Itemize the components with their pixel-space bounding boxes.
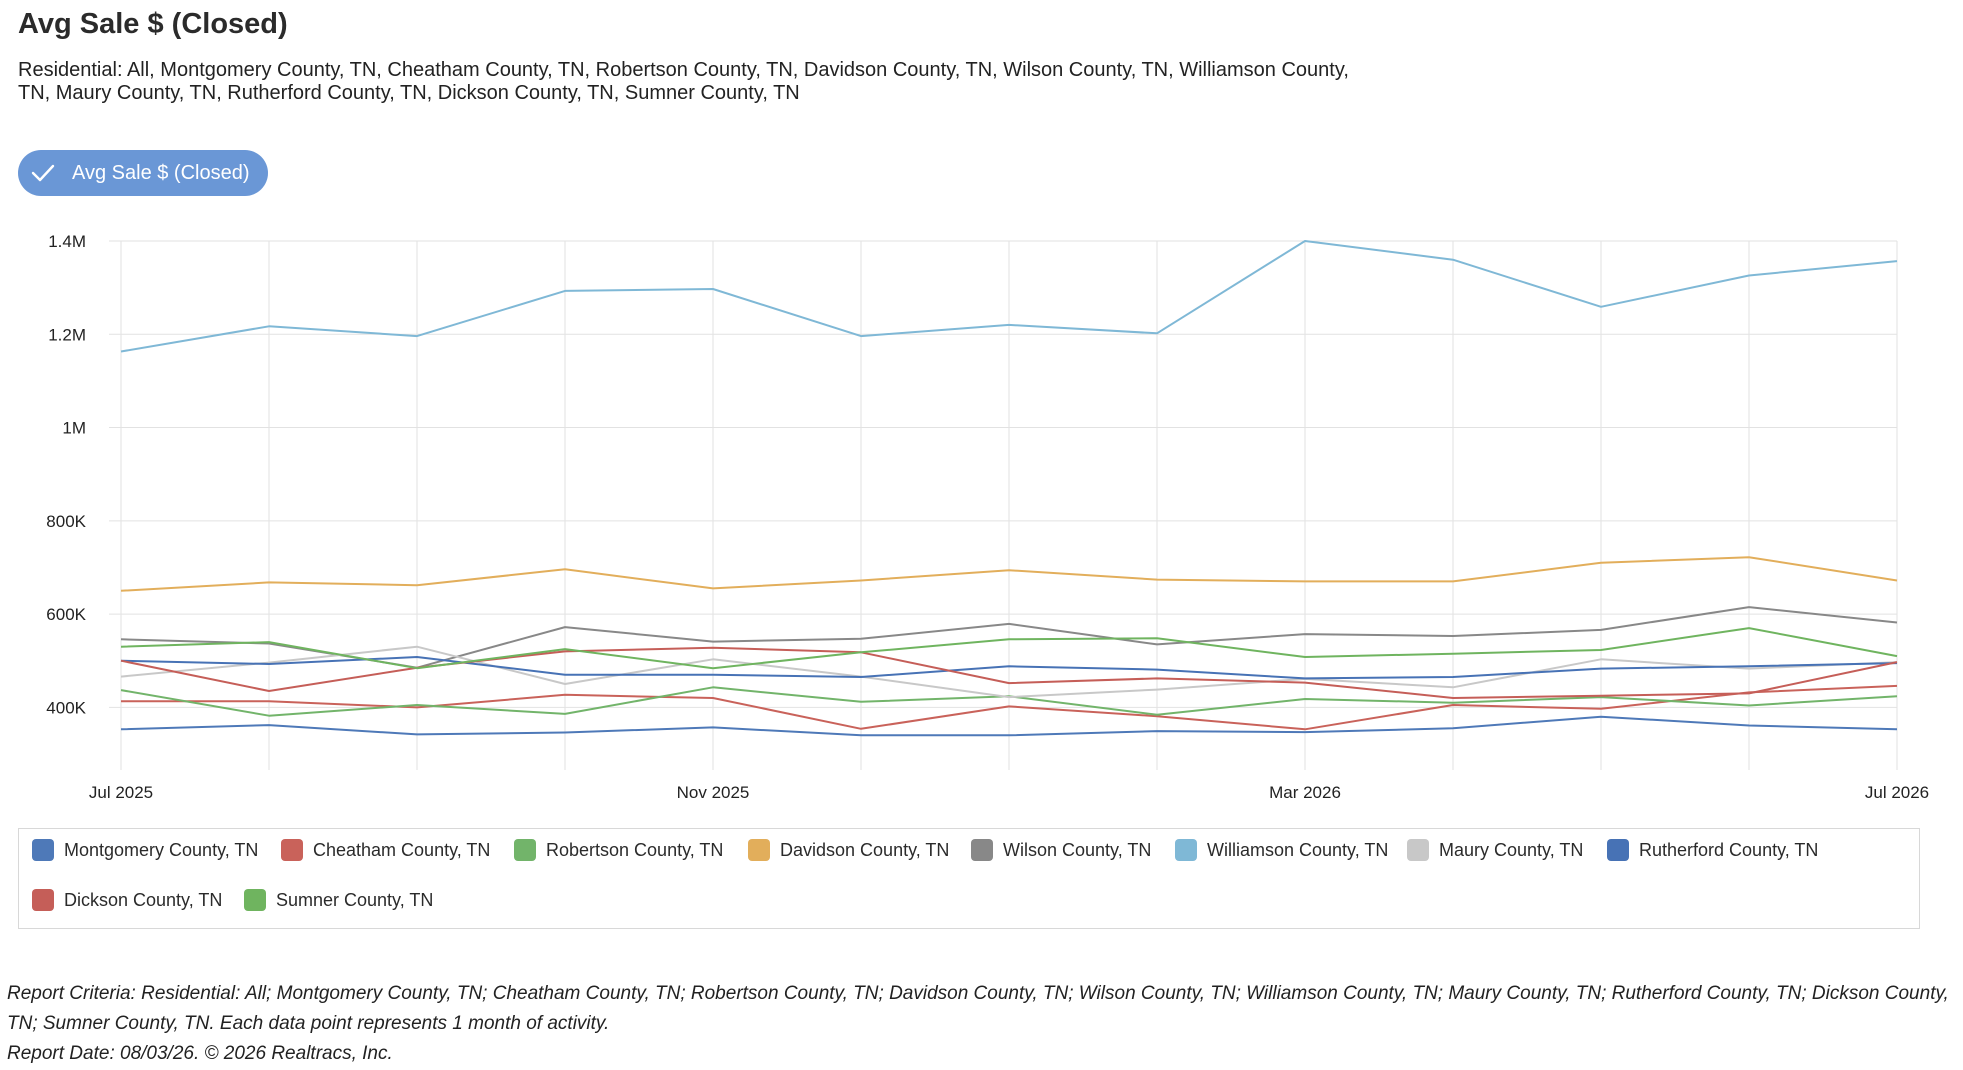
chart-legend: Montgomery County, TN Cheatham County, TN… [18, 828, 1920, 929]
chart-axis-labels: 400K 600K 800K 1M 1.2M 1.4M Jul 2025 Nov 2025 Ma… [46, 232, 1929, 800]
report-date: Report Date: 08/03/26. © 2026 Realtracs,… [7, 1043, 393, 1064]
y-tick-label: 600K [46, 605, 86, 624]
legend-swatch [1607, 839, 1629, 861]
y-tick-label: 1M [62, 419, 86, 438]
legend-swatch [244, 889, 266, 911]
legend-label: Williamson County, TN [1207, 839, 1389, 860]
legend-label: Sumner County, TN [276, 889, 434, 910]
legend-label: Davidson County, TN [780, 839, 950, 860]
legend-swatch [1175, 839, 1197, 861]
legend-item[interactable]: Williamson County, TN [1175, 839, 1388, 861]
y-tick-label: 400K [46, 698, 86, 717]
y-tick-label: 1.4M [48, 232, 86, 251]
legend-label: Maury County, TN [1439, 839, 1584, 860]
series-line-1 [121, 684, 1898, 731]
series-line-9 [120, 627, 1898, 670]
series-line-3 [120, 556, 1898, 592]
chart-grid [109, 240, 1898, 770]
legend-item[interactable]: Dickson County, TN [32, 889, 222, 911]
legend-label: Montgomery County, TN [64, 839, 259, 860]
legend-item[interactable]: Robertson County, TN [514, 839, 723, 861]
report-footer: Report Criteria: Residential: All; Montg… [7, 979, 1957, 1069]
x-tick-label: Jul 2026 [1865, 783, 1929, 800]
legend-item[interactable]: Maury County, TN [1407, 839, 1583, 861]
y-tick-label: 800K [46, 512, 86, 531]
chart-series [120, 240, 1898, 737]
legend-label: Wilson County, TN [1003, 839, 1152, 860]
line-chart: 400K 600K 800K 1M 1.2M 1.4M Jul 2025 Nov 2025 Ma… [46, 232, 1929, 800]
legend-item[interactable]: Sumner County, TN [244, 889, 433, 911]
legend-item[interactable]: Rutherford County, TN [1607, 839, 1818, 861]
legend-swatch [748, 839, 770, 861]
legend-item[interactable]: Montgomery County, TN [32, 839, 258, 861]
legend-swatch [514, 839, 536, 861]
series-toggle-button[interactable]: Avg Sale $ (Closed) [18, 150, 268, 196]
x-tick-label: Nov 2025 [677, 783, 750, 800]
series-toggle-label: Avg Sale $ (Closed) [72, 161, 250, 184]
series-line-6 [120, 645, 1898, 699]
series-line-0 [120, 715, 1898, 737]
report-subtitle: Residential: All, Montgomery County, TN,… [18, 59, 1349, 104]
legend-item[interactable]: Wilson County, TN [971, 839, 1151, 861]
legend-swatch [281, 839, 303, 861]
legend-item[interactable]: Davidson County, TN [748, 839, 949, 861]
x-tick-label: Jul 2025 [89, 783, 153, 800]
legend-item[interactable]: Cheatham County, TN [281, 839, 490, 861]
legend-swatch [1407, 839, 1429, 861]
legend-swatch [32, 839, 54, 861]
legend-swatch [32, 889, 54, 911]
x-tick-label: Mar 2026 [1269, 783, 1341, 800]
legend-label: Robertson County, TN [546, 839, 724, 860]
series-line-5 [120, 240, 1898, 353]
legend-label: Dickson County, TN [64, 889, 223, 910]
legend-label: Cheatham County, TN [313, 839, 491, 860]
y-tick-label: 1.2M [48, 325, 86, 344]
legend-swatch [971, 839, 993, 861]
checkmark-icon [31, 164, 55, 182]
page-title: Avg Sale $ (Closed) [18, 8, 288, 40]
series-line-7 [120, 656, 1898, 680]
report-criteria: Report Criteria: Residential: All; Montg… [7, 983, 1949, 1034]
legend-label: Rutherford County, TN [1639, 839, 1819, 860]
